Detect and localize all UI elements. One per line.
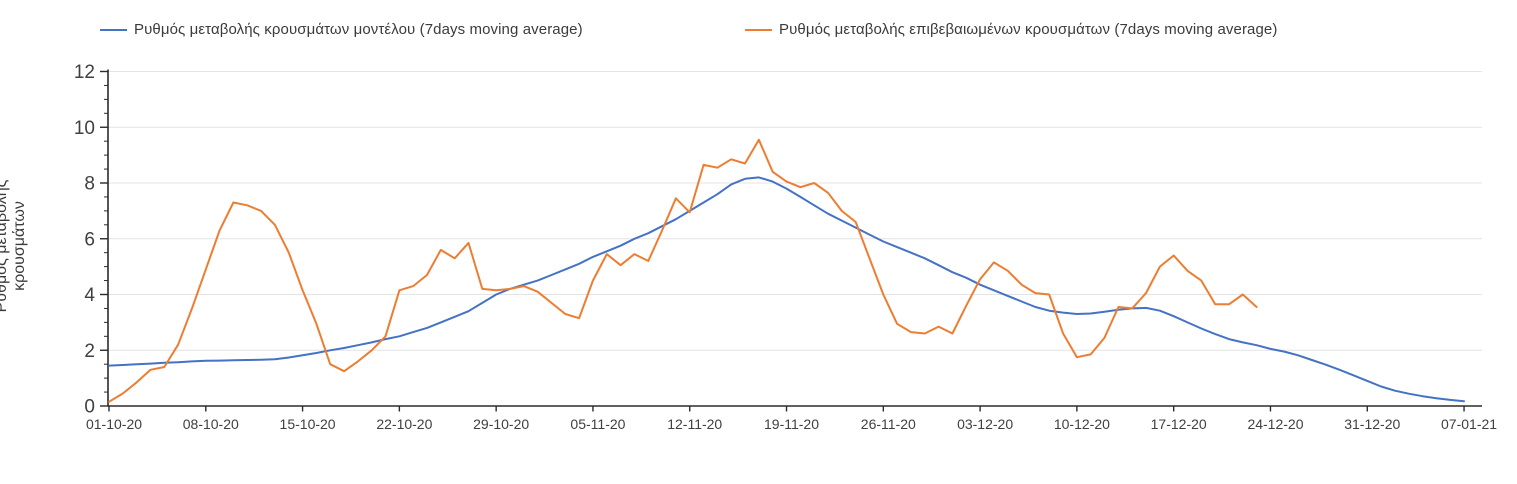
x-tick-label-17-12-20: 17-12-20 — [1151, 416, 1207, 432]
x-tick-label-03-12-20: 03-12-20 — [957, 416, 1013, 432]
legend-item-confirmed: Ρυθμός μεταβολής επιβεβαιωμένων κρουσμάτ… — [745, 21, 1277, 38]
x-tick-label-12-11-20: 12-11-20 — [667, 416, 722, 432]
y-tick-label-8: 8 — [84, 174, 95, 195]
confirmed-series-marker — [745, 28, 772, 31]
x-tick-label-05-11-20: 05-11-20 — [570, 416, 625, 432]
x-tick-label-07-01-21: 07-01-21 — [1441, 416, 1497, 432]
model-series-label: Ρυθμός μεταβολής κρουσμάτων μοντέλου (7d… — [134, 21, 583, 38]
model-series-line — [108, 176, 1465, 403]
x-tick-label-10-12-20: 10-12-20 — [1054, 416, 1110, 432]
x-tick-label-31-12-20: 31-12-20 — [1344, 416, 1400, 432]
y-tick-label-4: 4 — [84, 285, 95, 306]
y-tick-label-10: 10 — [74, 118, 95, 139]
y-tick-label-6: 6 — [84, 229, 95, 250]
x-tick-label-08-10-20: 08-10-20 — [183, 416, 239, 432]
confirmed-series-label: Ρυθμός μεταβολής επιβεβαιωμένων κρουσμάτ… — [779, 21, 1278, 38]
x-tick-label-22-10-20: 22-10-20 — [376, 416, 432, 432]
x-tick-label-15-10-20: 15-10-20 — [280, 416, 336, 432]
x-tick-label-26-11-20: 26-11-20 — [861, 416, 916, 432]
y-tick-label-12: 12 — [74, 62, 95, 83]
y-tick-label-0: 0 — [84, 397, 95, 418]
x-tick-label-24-12-20: 24-12-20 — [1247, 416, 1303, 432]
x-tick-label-01-10-20: 01-10-20 — [86, 416, 142, 432]
x-tick-label-19-11-20: 19-11-20 — [764, 416, 819, 432]
confirmed-series-line — [108, 138, 1258, 403]
model-series-marker — [100, 28, 127, 31]
y-tick-label-2: 2 — [84, 341, 95, 362]
x-tick-label-29-10-20: 29-10-20 — [473, 416, 529, 432]
legend-item-model: Ρυθμός μεταβολής κρουσμάτων μοντέλου (7d… — [100, 21, 583, 38]
